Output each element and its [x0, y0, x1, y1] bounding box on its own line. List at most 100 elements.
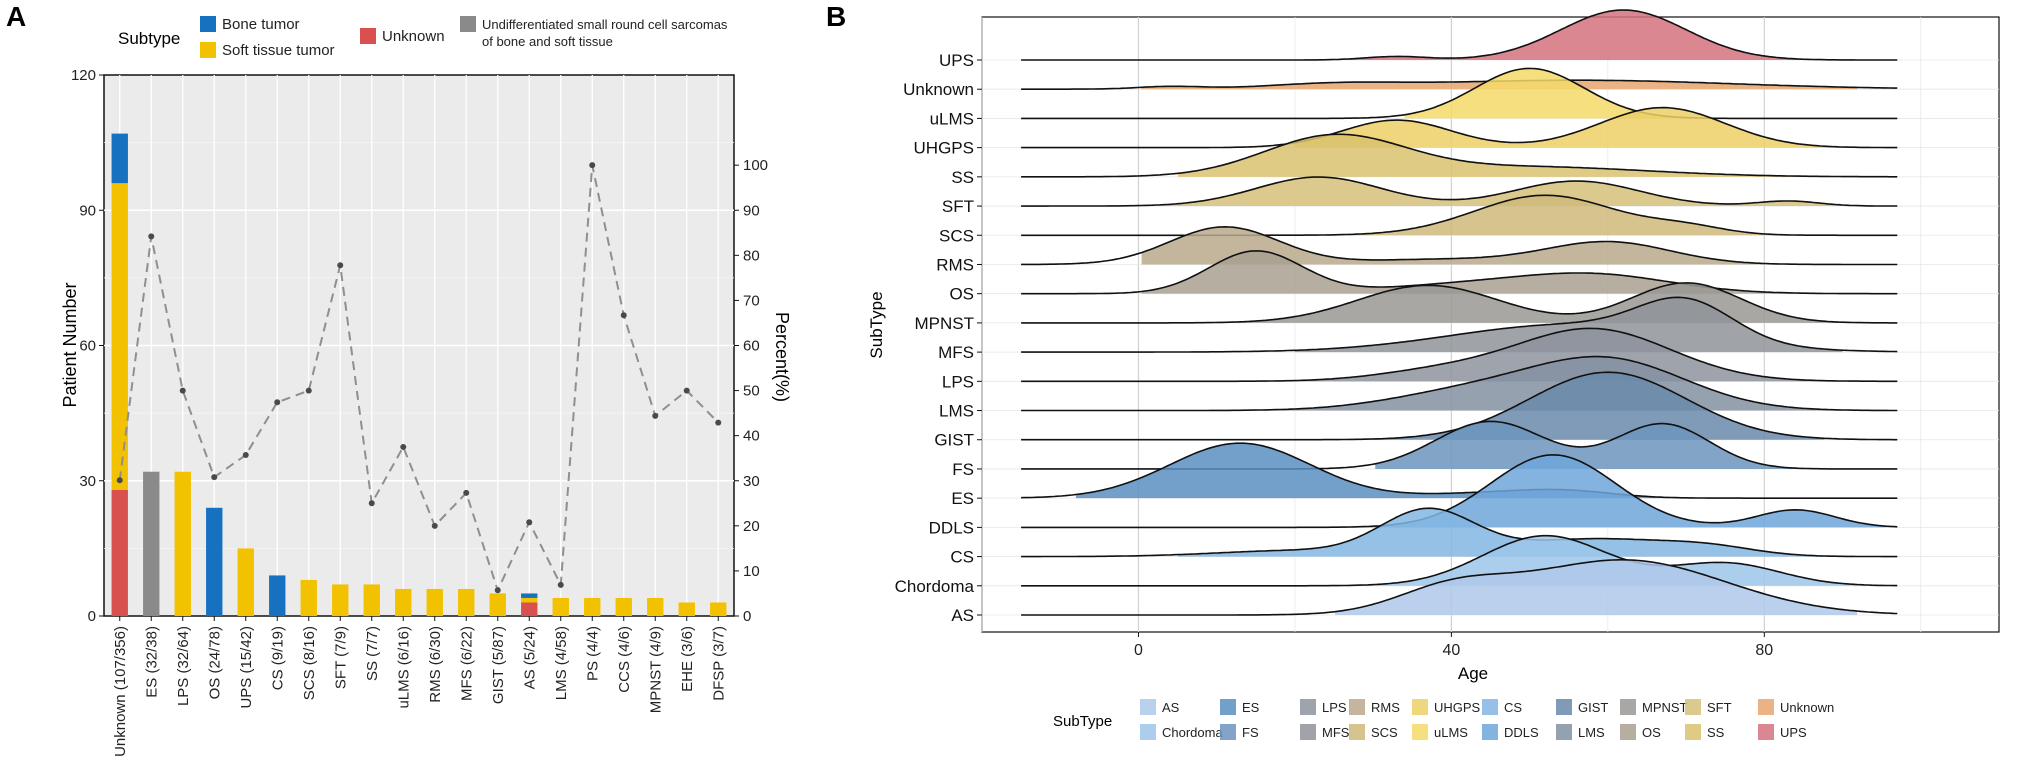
panel-b-axes: UPS Unknown uLMS UHGPS SS SFT SCS RMS OS MPNST MFS… [895, 51, 1774, 659]
legend-label-line: Undifferentiated small round cell sarcom… [482, 17, 728, 32]
legend-label-as: AS [1162, 700, 1180, 715]
x-tick-label-os-24-78: OS (24/78) [206, 626, 223, 699]
legend-label-es: ES [1242, 700, 1260, 715]
legend-label-unknown: Unknown [1780, 700, 1834, 715]
x-tick-label-sft-7-9: SFT (7/9) [332, 626, 349, 689]
y-tick-label-gist: GIST [934, 431, 974, 450]
legend-label-line: Unknown [382, 28, 445, 45]
percent-point-dfsp-3-7 [715, 419, 722, 426]
x-tick-label-mfs-6-22: MFS (6/22) [458, 626, 475, 701]
panel-b: B UPS Unknown uLMS UHGPS SS SFT SCS RMS OS MPNST M… [826, 1, 2000, 740]
bar-ccs-4-6-soft-tissue-tumor [615, 597, 632, 616]
bar-scs-8-16-soft-tissue-tumor [300, 579, 317, 616]
legend-label-uhgps: UHGPS [1434, 700, 1481, 715]
bar-mpnst-4-9-soft-tissue-tumor [647, 597, 664, 616]
bar-gist-5-87-soft-tissue-tumor [489, 593, 506, 616]
ridge-lms [1021, 355, 1898, 412]
percent-point-cs-9-19 [274, 399, 281, 406]
percent-point-ulms-6-16 [400, 443, 407, 450]
legend-label-fs: FS [1242, 725, 1259, 740]
legend-label-ulms: uLMS [1434, 725, 1468, 740]
percent-point-rms-6-30 [431, 522, 438, 529]
panel-a-y2-axis-label: Percent(%) [772, 312, 792, 402]
legend-swatch-rms [1349, 699, 1365, 715]
panel-b-label: B [826, 1, 846, 32]
bar-mfs-6-22-soft-tissue-tumor [458, 588, 475, 616]
x-tick-label-ccs-4-6: CCS (4/6) [616, 626, 633, 693]
panel-b-y-axis-label: SubType [867, 291, 886, 358]
ridge-outline-lps [1021, 327, 1898, 383]
legend-title: SubType [1053, 713, 1112, 730]
percent-point-unknown-107-356 [116, 477, 123, 484]
legend-swatch-ulms [1412, 724, 1428, 740]
bar-as-5-24-bone-tumor [521, 593, 538, 598]
percent-point-as-5-24 [526, 519, 533, 526]
panel-a-y-axis-label: Patient Number [60, 282, 80, 407]
x-tick-label-ehe-3-6: EHE (3/6) [679, 626, 696, 692]
y-tick-label-rms: RMS [936, 255, 974, 274]
x-tick-label-unknown-107-356: Unknown (107/356) [112, 626, 129, 757]
bar-dfsp-3-7-soft-tissue-tumor [710, 602, 727, 616]
ridge-fill-lms [1258, 356, 1858, 411]
legend-swatch-as [1140, 699, 1156, 715]
bar-lps-32-64-soft-tissue-tumor [174, 471, 191, 616]
legend-label-line: Soft tissue tumor [222, 42, 335, 59]
x-tick-label-ups-15-42: UPS (15/42) [238, 626, 255, 709]
legend-swatch-ups [1758, 724, 1774, 740]
ridge-outline-ddls [1021, 454, 1898, 529]
percent-point-scs-8-16 [305, 387, 312, 394]
y-tick-label: 120 [71, 67, 96, 84]
y-tick-label: 90 [79, 202, 96, 219]
bar-ups-15-42-soft-tissue-tumor [237, 548, 254, 616]
bar-lms-4-58-soft-tissue-tumor [552, 597, 569, 616]
bar-unknown-107-356-unknown [111, 489, 128, 616]
percent-point-sft-7-9 [337, 262, 344, 269]
ridge-fill-cs [1178, 508, 1843, 557]
legend-title: Subtype [118, 29, 180, 48]
x-tick-label-es-32-38: ES (32/38) [143, 626, 160, 698]
y-tick-label-ddls: DDLS [929, 518, 974, 537]
y2-tick-label: 50 [743, 383, 760, 400]
ridge-os [1021, 250, 1898, 295]
legend-label-soft-tissue-tumor: Soft tissue tumor [222, 42, 335, 59]
y-tick-label-unknown: Unknown [903, 80, 974, 99]
x-tick-label-mpnst-4-9: MPNST (4/9) [647, 626, 664, 713]
legend-label-mfs: MFS [1322, 725, 1350, 740]
legend-label-os: OS [1642, 725, 1661, 740]
legend-label-ups: UPS [1780, 725, 1807, 740]
x-tick-label-gist-5-87: GIST (5/87) [490, 626, 507, 704]
percent-point-lms-4-58 [557, 581, 564, 588]
ridge-fill-scs [1294, 195, 1843, 236]
panel-a: A Subtype Bone tumor Soft tissue tumor Unk… [6, 1, 792, 757]
bar-unknown-107-356-bone-tumor [111, 133, 128, 184]
legend-label-rms: RMS [1371, 700, 1400, 715]
legend-label-unknown: Unknown [382, 28, 445, 45]
ridge-fill-ulms [1404, 68, 1843, 119]
legend-label-sft: SFT [1707, 700, 1732, 715]
x-tick-label-lps-32-64: LPS (32/64) [175, 626, 192, 706]
y-tick-label-sft: SFT [942, 197, 974, 216]
ridge-lps [1021, 327, 1898, 383]
bar-ps-4-4-soft-tissue-tumor [584, 597, 601, 616]
legend-label-line: Bone tumor [222, 16, 300, 33]
legend-swatch-undifferentiated-small-round-cell-sarcomas-of-bone-and-soft-tissue [460, 16, 476, 32]
legend-swatch-uhgps [1412, 699, 1428, 715]
bar-os-24-78-bone-tumor [206, 507, 223, 616]
ridge-fill-os [1141, 250, 1825, 294]
y2-tick-label: 20 [743, 518, 760, 535]
ridge-outline-mpnst [1021, 282, 1898, 324]
percent-point-ehe-3-6 [683, 387, 690, 394]
percent-line [118, 164, 719, 594]
legend-label-mpnst: MPNST [1642, 700, 1688, 715]
bar-cs-9-19-bone-tumor [269, 575, 286, 616]
legend-swatch-mpnst [1620, 699, 1636, 715]
panel-b-ridges [1021, 9, 1898, 616]
ridge-ddls [1021, 454, 1898, 529]
legend-label-ddls: DDLS [1504, 725, 1539, 740]
x-tick-label: 80 [1755, 642, 1773, 659]
bar-es-32-38-undifferentiated-small-round-cell-sarcomas-of-bone-and-soft-tissue [143, 471, 160, 616]
legend-swatch-ss [1685, 724, 1701, 740]
percent-point-ccs-4-6 [620, 312, 627, 319]
ridge-rms [1021, 225, 1898, 266]
y2-tick-label: 30 [743, 473, 760, 490]
